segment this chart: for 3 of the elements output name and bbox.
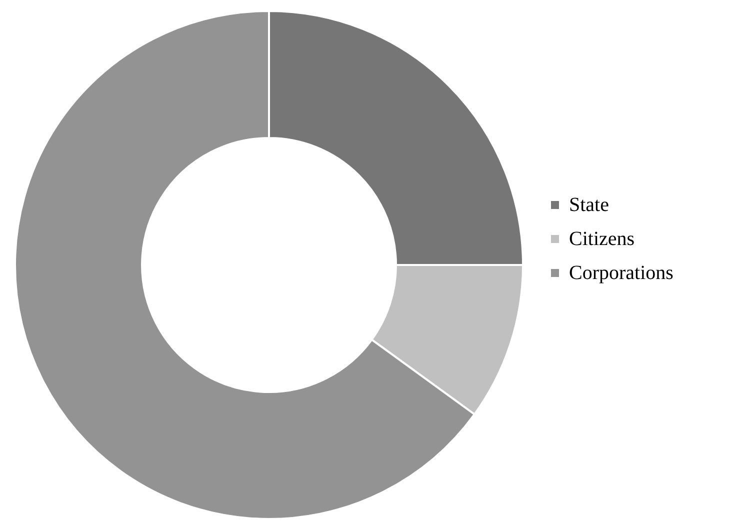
legend-label: Citizens [569, 228, 635, 250]
legend-label: State [569, 194, 610, 216]
legend-label: Corporations [569, 262, 674, 284]
